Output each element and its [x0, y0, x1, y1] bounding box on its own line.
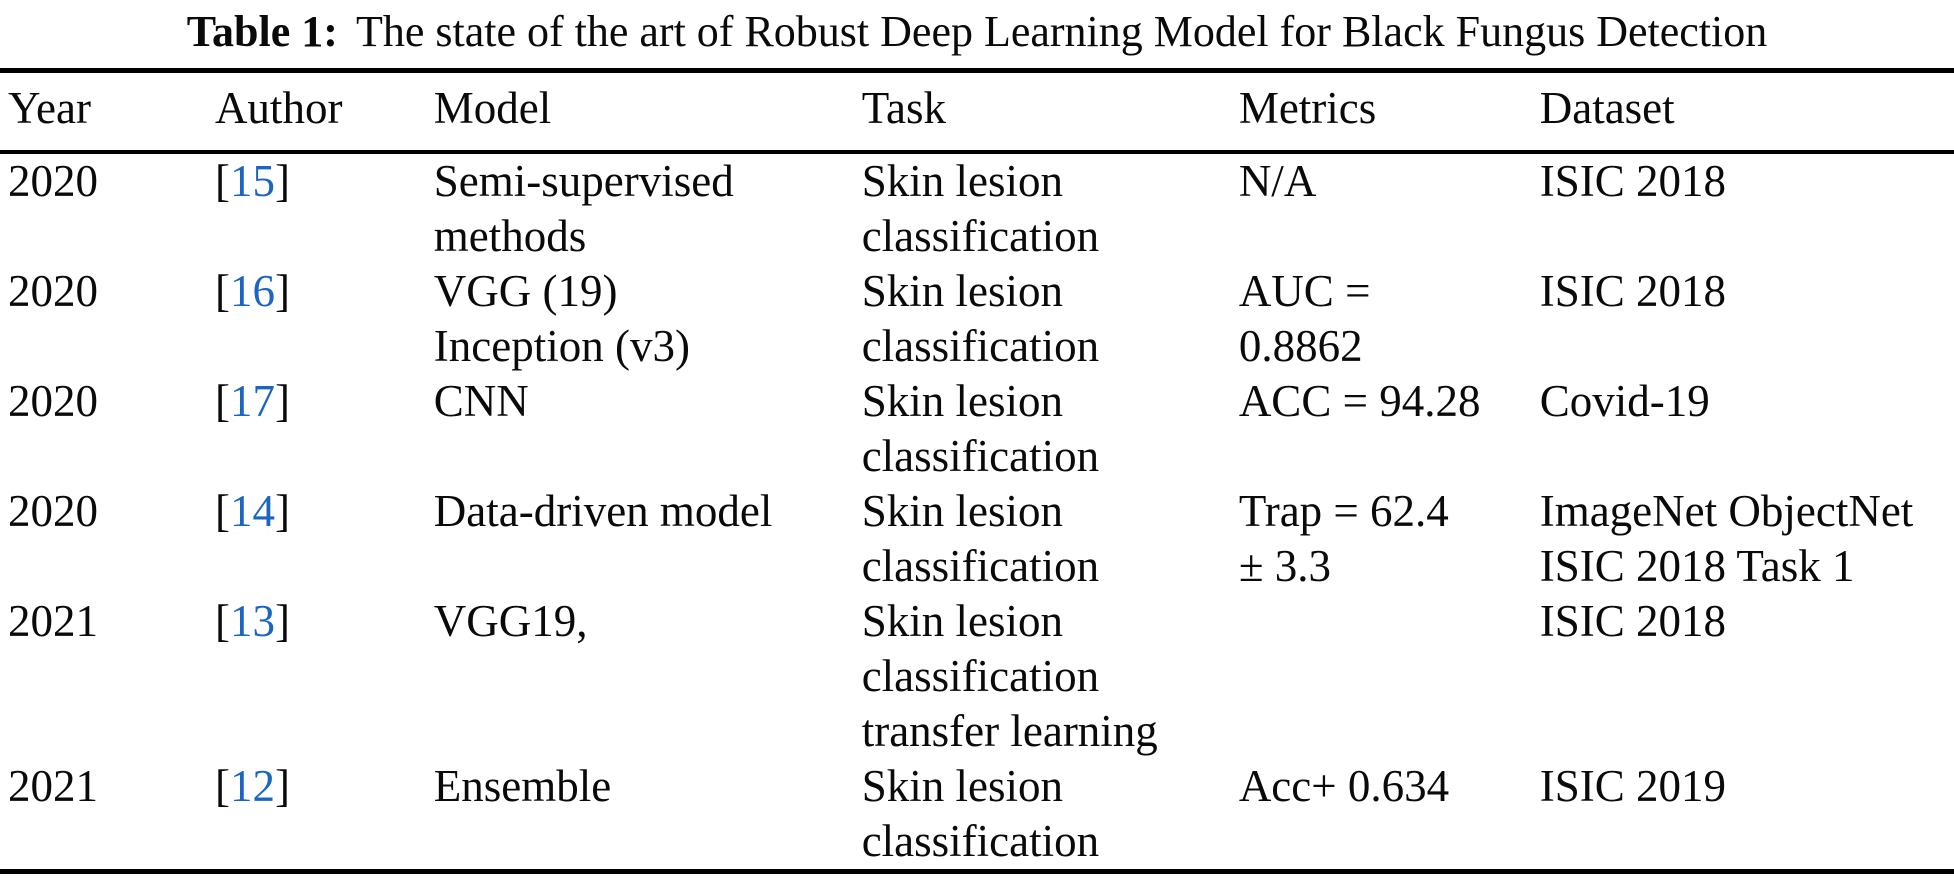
cell-model: Data-driven model	[433, 486, 773, 536]
citation-link[interactable]: 13	[229, 596, 275, 646]
cell-task: Skin lesion classification	[861, 266, 1100, 371]
citation-link[interactable]: 17	[229, 376, 275, 426]
col-header-year: Year	[0, 70, 215, 154]
col-header-metrics: Metrics	[1238, 70, 1540, 154]
cell-author: [12]	[215, 759, 434, 872]
table-header-row: Year Author Model Task Metrics Dataset	[0, 70, 1954, 154]
citation-link[interactable]: 14	[229, 486, 275, 536]
citation-bracket-close: ]	[274, 486, 290, 536]
citation-bracket-close: ]	[274, 761, 290, 811]
citation-link[interactable]: 16	[229, 266, 275, 316]
citation-bracket-close: ]	[274, 156, 290, 206]
col-header-author: Author	[214, 70, 434, 154]
cell-year: 2021	[8, 596, 98, 646]
cell-author: [16]	[215, 264, 434, 374]
table-row: 2020 [14] Data-driven model Skin lesion …	[0, 484, 1954, 594]
citation-bracket-close: ]	[274, 266, 290, 316]
citation-bracket-close: ]	[274, 376, 290, 426]
citation-bracket-close: ]	[274, 596, 290, 646]
cell-year: 2020	[8, 486, 98, 536]
citation-bracket-open: [	[214, 761, 230, 811]
cell-dataset: ISIC 2018	[1539, 596, 1726, 646]
col-header-task: Task	[861, 70, 1239, 154]
cell-metrics: N/A	[1238, 156, 1317, 206]
cell-dataset: ImageNet ObjectNet ISIC 2018 Task 1	[1539, 486, 1914, 591]
col-header-model: Model	[433, 70, 862, 154]
cell-year: 2020	[8, 266, 98, 316]
cell-metrics	[1239, 594, 1540, 759]
cell-metrics: AUC = 0.8862	[1238, 266, 1371, 371]
table-row: 2020 [16] VGG (19) Inception (v3) Skin l…	[0, 264, 1954, 374]
cell-author: [17]	[215, 374, 434, 484]
cell-model: CNN	[433, 376, 529, 426]
cell-dataset: ISIC 2018	[1539, 156, 1726, 206]
cell-model: Ensemble	[433, 761, 612, 811]
table-caption-label: Table 1:	[186, 7, 338, 56]
cell-model: Semi-supervised methods	[433, 156, 734, 261]
cell-author: [14]	[215, 484, 434, 594]
table-row: 2021 [12] Ensemble Skin lesion classific…	[0, 759, 1954, 872]
citation-bracket-open: [	[214, 486, 230, 536]
col-header-dataset: Dataset	[1539, 70, 1954, 154]
cell-year: 2021	[8, 761, 98, 811]
table-caption: Table 1: The state of the art of Robust D…	[0, 0, 1954, 60]
cell-task: Skin lesion classification transfer lear…	[861, 596, 1158, 756]
cell-metrics: ACC = 94.28	[1238, 376, 1481, 426]
citation-bracket-open: [	[214, 266, 230, 316]
cell-metrics: Acc+ 0.634	[1238, 761, 1450, 811]
citation-bracket-open: [	[214, 596, 230, 646]
cell-model: VGG (19) Inception (v3)	[433, 266, 690, 371]
table-row: 2020 [17] CNN Skin lesion classification…	[0, 374, 1954, 484]
cell-task: Skin lesion classification	[861, 486, 1100, 591]
citation-link[interactable]: 12	[229, 761, 275, 811]
cell-year: 2020	[8, 376, 98, 426]
cell-dataset: ISIC 2019	[1539, 761, 1726, 811]
cell-metrics: Trap = 62.4 ± 3.3	[1238, 486, 1449, 591]
cell-model: VGG19,	[433, 596, 588, 646]
sota-table: Year Author Model Task Metrics Dataset 2…	[0, 68, 1954, 874]
citation-bracket-open: [	[214, 376, 230, 426]
table-row: 2020 [15] Semi-supervised methods Skin l…	[0, 152, 1954, 264]
cell-dataset: ISIC 2018	[1539, 266, 1726, 316]
cell-year: 2020	[8, 156, 98, 206]
cell-task: Skin lesion classification	[861, 761, 1100, 866]
citation-bracket-open: [	[214, 156, 230, 206]
citation-link[interactable]: 15	[229, 156, 275, 206]
table-row: 2021 [13] VGG19, Skin lesion classificat…	[0, 594, 1954, 759]
cell-task: Skin lesion classification	[861, 156, 1100, 261]
cell-dataset: Covid-19	[1539, 376, 1710, 426]
table-caption-text: The state of the art of Robust Deep Lear…	[355, 7, 1768, 56]
cell-author: [13]	[215, 594, 434, 759]
cell-author: [15]	[215, 152, 434, 264]
cell-task: Skin lesion classification	[861, 376, 1100, 481]
